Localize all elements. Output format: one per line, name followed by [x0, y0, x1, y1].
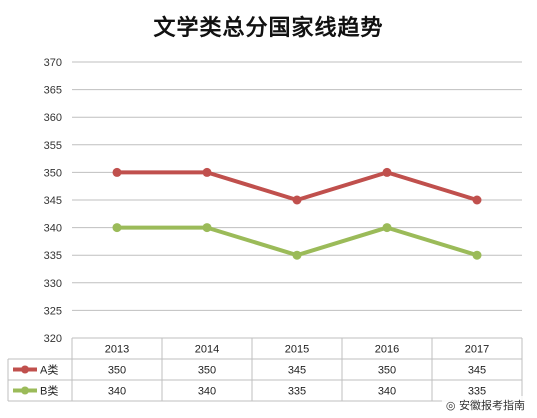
x-tick-label: 2014	[195, 344, 219, 356]
legend-label: B类	[40, 384, 58, 398]
data-point	[202, 167, 212, 177]
y-tick-label: 360	[44, 112, 62, 124]
y-tick-label: 350	[44, 167, 62, 179]
y-tick-label: 320	[44, 333, 62, 345]
data-point	[382, 223, 392, 233]
data-label: 345	[468, 365, 486, 377]
data-label: 340	[108, 386, 126, 398]
data-point	[382, 167, 392, 177]
data-label: 335	[288, 386, 306, 398]
wechat-icon: ◎	[445, 399, 459, 412]
data-label: 350	[378, 365, 396, 377]
x-tick-label: 2015	[285, 344, 309, 356]
series-layer	[112, 167, 482, 260]
data-point	[292, 195, 302, 205]
y-tick-label: 335	[44, 250, 62, 262]
grid-layer	[72, 61, 522, 339]
x-tick-label: 2016	[375, 344, 399, 356]
y-tick-label: 355	[44, 140, 62, 152]
data-label: 350	[108, 365, 126, 377]
data-point	[112, 167, 122, 177]
y-tick-label: 330	[44, 278, 62, 290]
data-point	[112, 223, 122, 233]
y-tick-label: 370	[44, 57, 62, 69]
watermark-label: ◎ 安徽报考指南	[441, 396, 529, 414]
x-tick-label: 2013	[105, 344, 129, 356]
y-tick-label: 365	[44, 85, 62, 97]
data-label: 340	[378, 386, 396, 398]
data-table: 2013 2014 2015 2016 2017 A类 350 350 345 350 345 B类 3…	[7, 337, 523, 402]
data-label: 340	[198, 386, 216, 398]
data-point	[202, 223, 212, 233]
data-point	[472, 250, 482, 260]
x-tick-label: 2017	[465, 344, 489, 356]
legend-marker	[21, 365, 29, 374]
chart-title: 文学类总分国家线趋势	[153, 15, 384, 41]
y-tick-label: 325	[44, 305, 62, 317]
data-point	[292, 250, 302, 260]
data-label: 345	[288, 365, 306, 377]
legend-marker	[21, 386, 29, 395]
data-point	[472, 195, 482, 205]
y-tick-label: 340	[44, 223, 62, 235]
data-label: 350	[198, 365, 216, 377]
data-label: 335	[468, 386, 486, 398]
y-tick-label: 345	[44, 195, 62, 207]
legend-label: A类	[40, 363, 58, 377]
y-axis: 320 325 330 335 340 345 350 355 360 365 370	[44, 57, 62, 345]
